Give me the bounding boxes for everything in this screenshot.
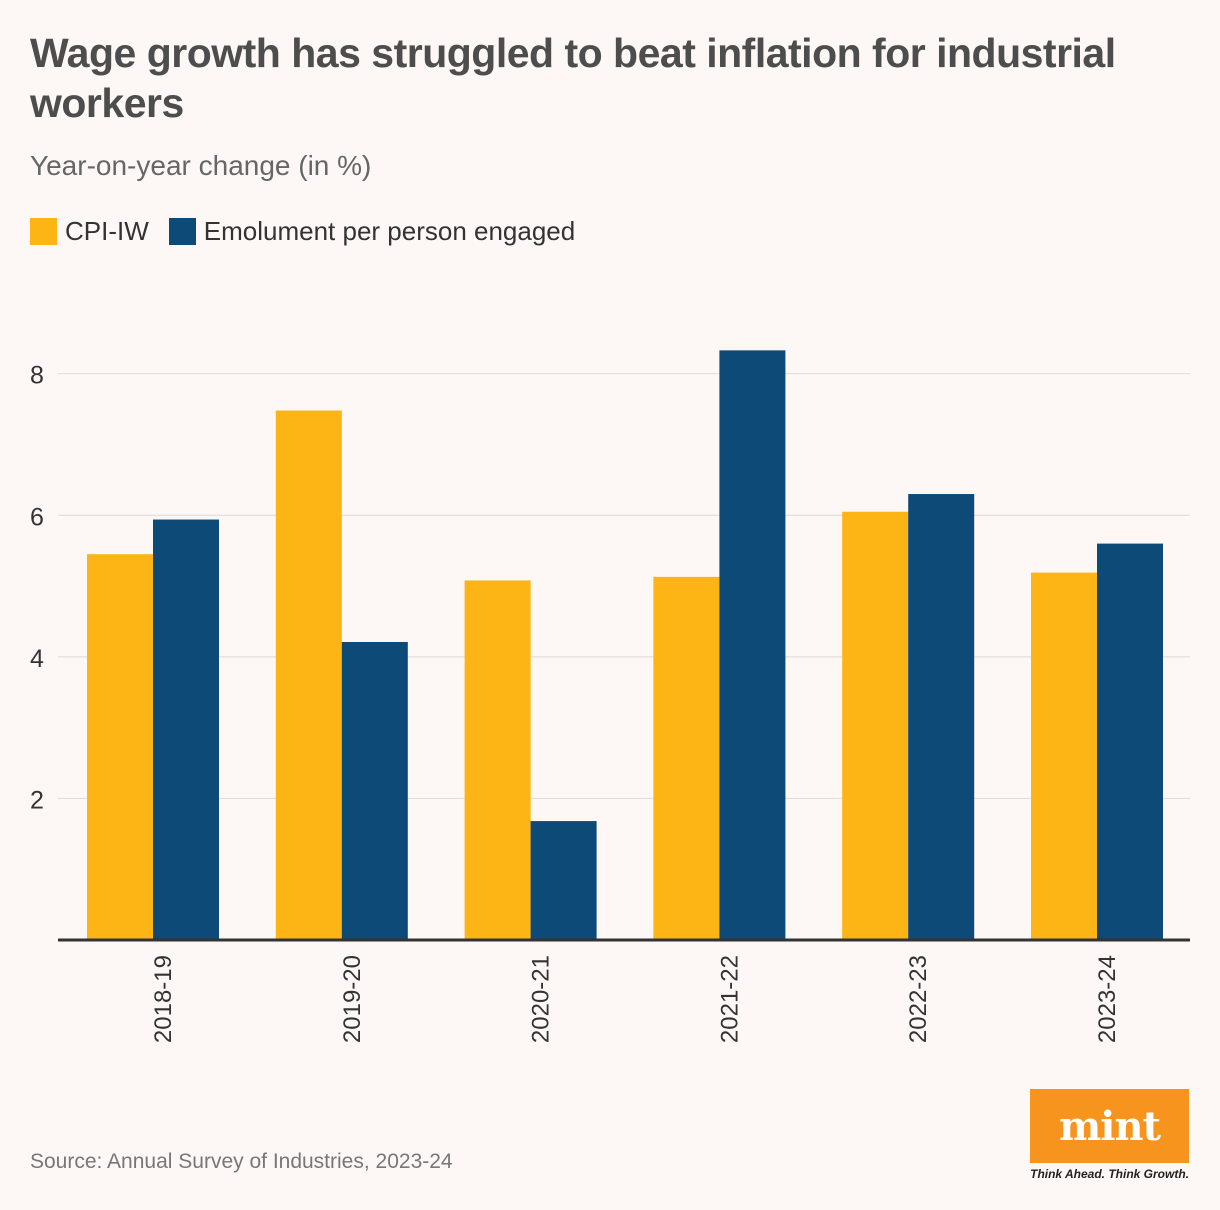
x-tick-label: 2023-24 <box>1094 955 1121 1043</box>
legend-item-emolument: Emolument per person engaged <box>168 216 576 247</box>
legend-label-cpi-iw: CPI-IW <box>65 216 149 246</box>
legend-label-emolument: Emolument per person engaged <box>203 216 576 246</box>
bar-chart: 2 4 6 8 2018-19 2019-20 2020-21 2021-22 2022-23 2… <box>30 350 1190 1043</box>
y-tick-label: 8 <box>30 362 44 390</box>
bar-cpi-iw-2019-20 <box>275 410 342 940</box>
y-tick-label: 2 <box>30 786 44 814</box>
legend: CPI-IW Emolument per person engaged <box>30 216 595 247</box>
source-note: Source: Annual Survey of Industries, 202… <box>30 1150 453 1173</box>
x-tick-label: 2021-22 <box>716 955 743 1043</box>
bar-emolument-2023-24 <box>1097 543 1163 940</box>
legend-swatch-cpi-iw <box>30 218 57 245</box>
bar-cpi-iw-2023-24 <box>1031 572 1097 940</box>
bar-emolument-2018-19 <box>153 519 219 940</box>
y-tick-label: 6 <box>30 503 44 531</box>
bar-emolument-2020-21 <box>530 821 597 940</box>
logo-text: mint <box>1058 1102 1161 1150</box>
mint-logo: mint <box>1030 1089 1189 1163</box>
chart-title: Wage growth has struggled to beat inflat… <box>30 30 1116 126</box>
bar-emolument-2021-22 <box>719 350 786 940</box>
x-tick-label: 2019-20 <box>339 955 366 1043</box>
bar-emolument-2022-23 <box>908 494 975 940</box>
x-tick-label: 2020-21 <box>528 955 555 1043</box>
y-tick-label: 4 <box>30 645 44 673</box>
bar-cpi-iw-2022-23 <box>842 511 909 940</box>
bar-cpi-iw-2018-19 <box>87 554 153 940</box>
bar-emolument-2019-20 <box>341 641 408 940</box>
legend-item-cpi-iw: CPI-IW <box>30 216 149 247</box>
chart-subtitle: Year-on-year change (in %) <box>30 150 372 181</box>
logo-tagline: Think Ahead. Think Growth. <box>1030 1167 1189 1181</box>
bar-cpi-iw-2021-22 <box>653 576 720 940</box>
legend-swatch-emolument <box>168 218 196 245</box>
x-tick-label: 2018-19 <box>150 955 177 1043</box>
x-tick-label: 2022-23 <box>905 955 932 1043</box>
bar-cpi-iw-2020-21 <box>464 580 531 940</box>
